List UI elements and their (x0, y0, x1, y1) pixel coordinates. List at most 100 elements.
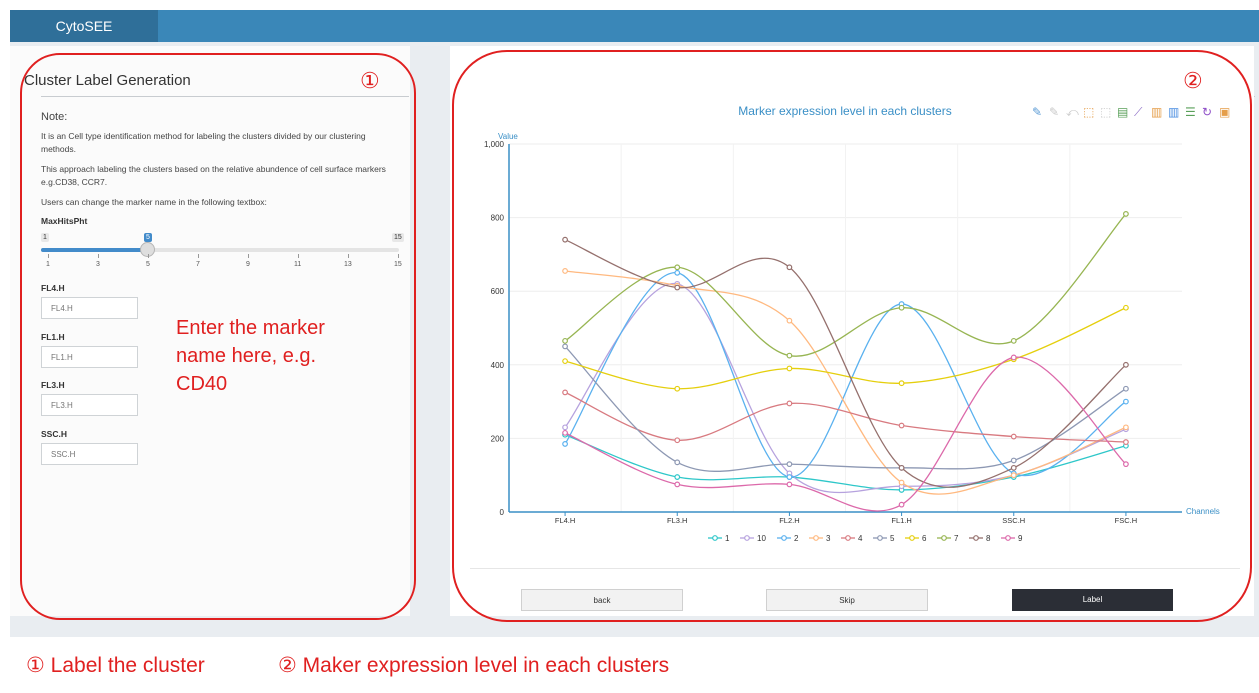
data-point (786, 365, 793, 372)
data-point (674, 437, 681, 444)
y-axis-label: Value (498, 132, 518, 141)
field-label-fl4h: FL4.H (41, 283, 65, 293)
series-line (564, 239, 1127, 488)
field-label-fl1h: FL1.H (41, 332, 65, 342)
footer-caption-1: ① Label the cluster (26, 654, 205, 677)
data-point (1010, 354, 1017, 361)
description-paragraph: This approach labeling the clusters base… (41, 164, 386, 187)
data-point (562, 424, 568, 431)
data-point (562, 343, 568, 350)
legend-marker (909, 535, 915, 541)
x-tick-label: FL1.H (891, 516, 911, 525)
legend-label: 3 (826, 534, 831, 543)
marker-hint-annotation: Enter the marker name here, e.g. CD40 (176, 317, 325, 395)
data-point (786, 400, 793, 407)
y-tick-label: 1,000 (484, 140, 505, 149)
series-line (564, 213, 1127, 357)
line-chart-icon[interactable]: ⟋ (1134, 105, 1143, 119)
save-image-icon[interactable]: ▣ (1219, 105, 1231, 119)
bar-chart-icon[interactable]: ▥ (1151, 105, 1163, 119)
data-point (1123, 211, 1129, 217)
zoom-reset-icon[interactable]: ⤺ (1066, 105, 1079, 119)
y-tick-label: 200 (491, 434, 505, 443)
legend-label: 2 (794, 534, 799, 543)
data-point (674, 481, 681, 488)
slider-tick-label: 1 (46, 261, 50, 268)
legend-marker (744, 535, 750, 541)
data-point (562, 268, 568, 274)
lasso-icon[interactable]: ⬚ (1100, 105, 1112, 119)
note-heading: Note: (41, 111, 68, 123)
legend-label: 1 (725, 534, 730, 543)
restore-icon[interactable]: ↻ (1202, 105, 1213, 119)
description-paragraph: It is an Cell type identification method… (41, 131, 366, 154)
data-point (674, 459, 681, 466)
left-panel (10, 46, 410, 616)
legend-marker (941, 535, 947, 541)
data-point (1010, 433, 1017, 440)
field-label-fl3h: FL3.H (41, 380, 65, 390)
ssch-input[interactable] (41, 443, 138, 465)
slider-tick-mark (98, 254, 99, 258)
eraser-icon[interactable]: ✎ (1049, 105, 1060, 119)
stack-icon[interactable]: ▥ (1168, 105, 1180, 119)
slider-tick-label: 13 (344, 261, 352, 268)
slider-track[interactable] (41, 248, 399, 252)
label-button[interactable]: Label (1012, 589, 1173, 611)
panel-title: Cluster Label Generation (24, 72, 191, 89)
data-point (674, 474, 681, 480)
data-point (674, 264, 681, 271)
y-tick-label: 800 (491, 214, 505, 223)
fl4h-input[interactable] (41, 297, 138, 319)
series-line (564, 356, 1127, 512)
y-tick-label: 400 (491, 361, 505, 370)
slider-label: MaxHitsPht (41, 216, 88, 226)
slider-tick-mark (48, 254, 49, 258)
slider-tick-label: 3 (96, 261, 100, 268)
data-point (1123, 424, 1129, 431)
legend-label: 7 (954, 534, 959, 543)
rect-select-icon[interactable]: ⬚ (1083, 105, 1095, 119)
x-tick-label: FL4.H (555, 516, 575, 525)
legend-label: 4 (858, 534, 863, 543)
chart-title: Marker expression level in each clusters (738, 104, 952, 118)
legend-marker (781, 535, 787, 541)
data-point (1123, 385, 1129, 392)
data-point (786, 461, 793, 468)
slider-fill (41, 248, 148, 252)
tiled-icon[interactable]: ☰ (1185, 105, 1196, 119)
slider-tick-mark (148, 254, 149, 258)
data-view-icon[interactable]: ▤ (1117, 105, 1129, 119)
slider-tick-label: 9 (246, 261, 250, 268)
data-point (1123, 398, 1129, 405)
slider-handle[interactable] (140, 242, 155, 257)
y-tick-label: 600 (491, 287, 505, 296)
annotation-number-1: ① (360, 68, 380, 93)
legend-marker (877, 535, 883, 541)
series-line (564, 391, 1126, 443)
slider-value-badge: 5 (144, 233, 152, 242)
data-point (1123, 461, 1129, 468)
x-tick-label: FSC.H (1115, 516, 1138, 525)
data-point (1123, 361, 1129, 368)
fl1h-input[interactable] (41, 346, 138, 368)
legend-marker (973, 535, 979, 541)
data-point (1010, 464, 1017, 471)
field-label-ssch: SSC.H (41, 429, 67, 439)
slider-tick-label: 7 (196, 261, 200, 268)
data-point (562, 337, 568, 344)
x-tick-label: FL3.H (667, 516, 687, 525)
pencil-icon[interactable]: ✎ (1032, 105, 1043, 119)
y-tick-label: 0 (500, 508, 505, 517)
back-button[interactable]: back (521, 589, 683, 611)
x-tick-label: SSC.H (1002, 516, 1025, 525)
annotation-outline-left (20, 53, 416, 620)
fl3h-input[interactable] (41, 394, 138, 416)
data-point (562, 441, 568, 447)
brand-tab[interactable]: CytoSEE (10, 10, 158, 42)
slider-tick-mark (198, 254, 199, 258)
data-point (898, 422, 905, 429)
slider-tick-mark (248, 254, 249, 258)
skip-button[interactable]: Skip (766, 589, 928, 611)
data-point (898, 464, 905, 471)
